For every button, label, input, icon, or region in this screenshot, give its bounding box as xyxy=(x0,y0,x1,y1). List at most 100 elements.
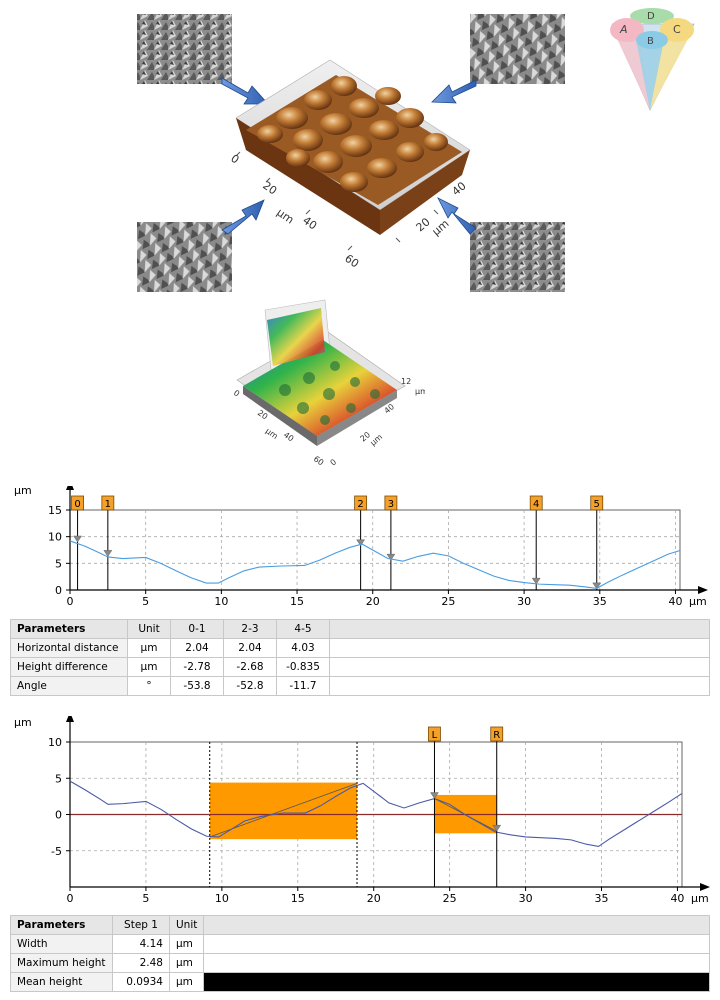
cursor-flag xyxy=(490,726,504,742)
c1-y-axis-arrow-icon xyxy=(66,486,74,490)
venn-label-c: C xyxy=(673,23,681,36)
arrow-bottom-left-icon xyxy=(221,199,265,235)
table2-cell: 4.14 xyxy=(112,934,170,954)
c1-y-axis-label: µm xyxy=(14,486,32,497)
c1-y-tick-label: 10 xyxy=(48,531,62,544)
small-z-tick-12: 12 xyxy=(401,377,411,386)
marker-flag xyxy=(384,495,398,511)
table1-header-parameters: Parameters xyxy=(10,619,128,639)
profile-series-line xyxy=(69,540,681,589)
small-z-unit: µm xyxy=(415,387,425,396)
marker-flag xyxy=(590,495,604,511)
marker-label: 3 xyxy=(388,499,394,510)
venn-label-a: A xyxy=(619,23,628,36)
c2-x-tick-label: 20 xyxy=(367,892,381,905)
table1-header-col3: 4-5 xyxy=(276,619,330,639)
c1-x-tick-label: 10 xyxy=(214,595,228,608)
surface-x-tick-40: 40 xyxy=(300,214,319,233)
c2-y-tick-label: -5 xyxy=(51,845,62,858)
table1-cell: -52.8 xyxy=(223,676,277,696)
cursor-point-icon xyxy=(429,792,439,800)
surface-x-tick-20: 20 xyxy=(260,179,279,198)
c2-x-axis-label: µm xyxy=(691,892,709,905)
small-x-unit: µm xyxy=(264,426,280,441)
sem-thumbnail-bottom-left xyxy=(137,222,232,292)
marker-point-icon xyxy=(103,550,113,557)
table2-cell: Mean height xyxy=(10,972,113,992)
table1-cell: µm xyxy=(127,638,171,658)
cursor-flag xyxy=(428,726,441,742)
table1-cell: 4.03 xyxy=(276,638,330,658)
cursor-label: L xyxy=(432,730,438,741)
table1-cell: 2.04 xyxy=(170,638,224,658)
marker-flag xyxy=(71,495,84,511)
c2-x-tick-label: 40 xyxy=(670,892,684,905)
small-x-tick-0: 0 xyxy=(232,388,241,398)
mean-height-bar xyxy=(203,972,710,992)
chart2-steps xyxy=(70,742,682,887)
table1-cell: µm xyxy=(127,657,171,677)
marker-label: 5 xyxy=(594,499,600,510)
table2-cell: µm xyxy=(168,934,205,954)
venn-label-b: B xyxy=(647,36,654,47)
c2-x-tick-label: 10 xyxy=(215,892,229,905)
chart2-ticks: 0 5 10 15 20 25 30 35 40 -5 0 5 10 xyxy=(48,736,684,905)
surface-3d-figure: 0 20 µm 40 60 20 µm 40 D A B C xyxy=(137,8,695,292)
small-y-unit: µm xyxy=(369,432,385,447)
cursor-label: R xyxy=(493,730,500,741)
marker-point-icon xyxy=(531,577,541,585)
surface-y-tick-20: 20 xyxy=(414,215,433,234)
table1-header-unit: Unit xyxy=(127,619,171,639)
c1-y-tick-label: 15 xyxy=(48,504,62,517)
table1-cell: Horizontal distance xyxy=(10,638,128,658)
chart2-axes: µm µm xyxy=(14,716,710,905)
sem-thumbnail-bottom-right xyxy=(470,222,565,292)
table1-cell: 2.04 xyxy=(223,638,277,658)
arrow-top-right-icon xyxy=(431,79,477,104)
venn-label-d: D xyxy=(647,11,655,22)
table1-cell: -2.68 xyxy=(223,657,277,677)
sem-thumbnail-top-right xyxy=(470,14,565,84)
surface-x-tick-60: 60 xyxy=(342,252,361,271)
c2-x-tick-label: 0 xyxy=(67,892,74,905)
c2-x-tick-label: 30 xyxy=(519,892,533,905)
table1-cell: -0.835 xyxy=(276,657,330,677)
small-y-tick-zero: 0 xyxy=(329,457,339,467)
table2-header-parameters: Parameters xyxy=(10,915,113,935)
table-row: Angle ° -53.8 -52.8 -11.7 xyxy=(10,676,710,696)
c1-x-tick-label: 25 xyxy=(441,595,455,608)
table2-cell: 2.48 xyxy=(112,953,170,973)
surface-3d-plot: 0 20 µm 40 60 20 µm 40 xyxy=(228,59,471,271)
c2-y-axis-arrow-icon xyxy=(66,716,74,722)
profile-chart: µm µm 0 1 2 3 4 5 0 5 10 15 20 25 30 35 40 0 5 10 15 xyxy=(14,486,708,608)
table-row: Mean height 0.0934 µm xyxy=(10,972,710,992)
marker-flag xyxy=(101,495,115,511)
table1-cell: Height difference xyxy=(10,657,128,677)
marker-flag xyxy=(354,495,368,511)
c2-x-tick-label: 25 xyxy=(443,892,457,905)
marker-point-icon xyxy=(356,539,366,547)
table2-cell: Maximum height xyxy=(10,953,113,973)
table2-cell: µm xyxy=(168,953,205,973)
table2-cell: 0.0934 xyxy=(112,972,170,992)
table-row: Height difference µm -2.78 -2.68 -0.835 xyxy=(10,657,710,677)
cursor-point-icon xyxy=(492,824,502,832)
arrow-bottom-right-icon xyxy=(437,197,477,235)
table-row: Maximum height 2.48 µm xyxy=(10,953,710,973)
c2-y-tick-label: 10 xyxy=(48,736,62,749)
table-row: Horizontal distance µm 2.04 2.04 4.03 xyxy=(10,638,710,658)
small-x-tick-60: 60 xyxy=(312,454,326,467)
table1-cell: -2.78 xyxy=(170,657,224,677)
marker-label: 0 xyxy=(74,499,80,510)
c1-x-axis-label: µm xyxy=(689,595,707,608)
c1-x-tick-label: 20 xyxy=(366,595,380,608)
arrow-top-left-icon xyxy=(221,77,269,105)
chart1-grid xyxy=(69,509,681,591)
parameters-table-1: Parameters Unit 0-1 2-3 4-5 Horizontal d… xyxy=(10,619,710,696)
table1-header-col1: 0-1 xyxy=(170,619,224,639)
table2-header-row: Parameters Step 1 Unit xyxy=(10,915,710,935)
table1-cell: -11.7 xyxy=(276,676,330,696)
table1-cell: -53.8 xyxy=(170,676,224,696)
c2-x-tick-label: 35 xyxy=(595,892,609,905)
